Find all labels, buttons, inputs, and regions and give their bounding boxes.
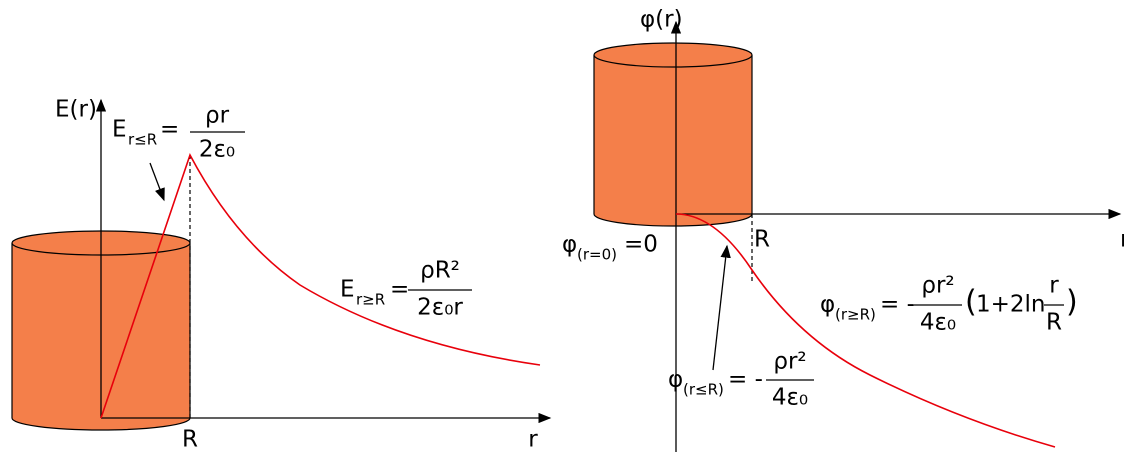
rhs: =0: [624, 232, 658, 258]
numerator: ρr²: [773, 349, 806, 375]
potential-curve: [675, 213, 1056, 448]
subscript: r≥R: [356, 291, 385, 309]
equals: =: [160, 117, 179, 143]
subscript: (r≥R): [835, 306, 876, 324]
symbol: φ: [820, 292, 835, 318]
subscript: (r≤R): [683, 381, 724, 399]
pointer-arrow: [712, 244, 731, 371]
right-panel: φ(r) R r φ (r=0) =0 φ (r≥R) = - ρr² 4ε₀ …: [562, 7, 1124, 452]
cylinder-top: [593, 42, 753, 68]
numerator: ρR²: [420, 258, 460, 284]
cylinder-body: [593, 55, 753, 227]
numerator: r: [1049, 273, 1059, 299]
equals: = -: [880, 292, 915, 318]
subscript: r≤R: [128, 131, 157, 149]
pointer-arrow: [149, 162, 165, 202]
equals: =: [390, 277, 409, 303]
subscript: (r=0): [577, 246, 617, 264]
r-marker: R: [182, 427, 198, 452]
equals: = -: [728, 367, 763, 393]
symbol: φ: [668, 367, 683, 393]
denominator: 4ε₀: [920, 310, 956, 336]
denominator: 4ε₀: [772, 385, 808, 411]
symbol: φ: [562, 232, 577, 258]
symbol: E: [112, 117, 127, 143]
r-marker: R: [754, 227, 770, 253]
y-axis-label: φ(r): [640, 7, 683, 33]
x-axis-label: r: [528, 427, 538, 452]
symbol: E: [340, 277, 355, 303]
left-panel: E(r) R r E r≤R = ρr 2ε₀ E r≥R = ρR² 2ε₀r: [11, 97, 552, 452]
y-axis-label: E(r): [55, 97, 97, 123]
numerator: ρr²: [921, 273, 954, 299]
denominator: R: [1046, 310, 1062, 336]
x-axis-label: r: [1120, 227, 1124, 253]
term: 1+2ln: [976, 292, 1046, 318]
numerator: ρr: [205, 103, 230, 129]
denominator: 2ε₀r: [417, 295, 463, 321]
paren: (: [965, 285, 977, 320]
paren: ): [1066, 285, 1078, 320]
denominator: 2ε₀: [199, 137, 235, 163]
field-curve: [100, 152, 541, 419]
